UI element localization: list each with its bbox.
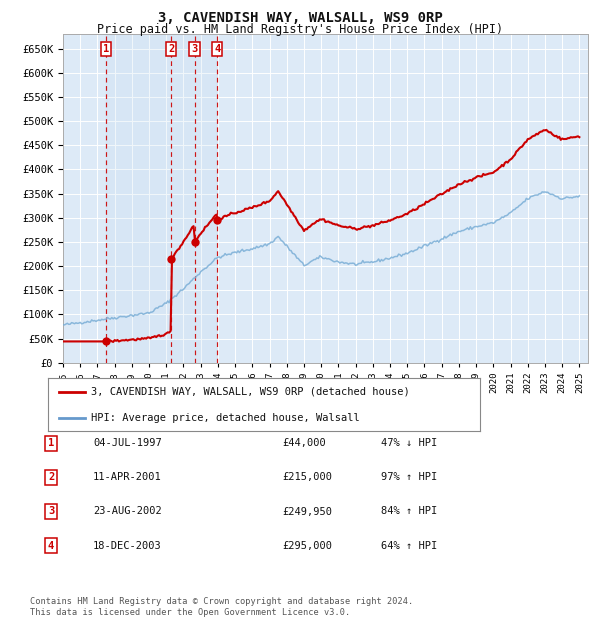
Text: £215,000: £215,000 xyxy=(282,472,332,482)
Text: 3, CAVENDISH WAY, WALSALL, WS9 0RP: 3, CAVENDISH WAY, WALSALL, WS9 0RP xyxy=(158,11,442,25)
Text: 3, CAVENDISH WAY, WALSALL, WS9 0RP (detached house): 3, CAVENDISH WAY, WALSALL, WS9 0RP (deta… xyxy=(91,387,410,397)
Text: 4: 4 xyxy=(48,541,54,551)
Text: £44,000: £44,000 xyxy=(282,438,326,448)
Text: 04-JUL-1997: 04-JUL-1997 xyxy=(93,438,162,448)
Text: 4: 4 xyxy=(214,44,220,54)
Text: HPI: Average price, detached house, Walsall: HPI: Average price, detached house, Wals… xyxy=(91,414,360,423)
Text: £249,950: £249,950 xyxy=(282,507,332,516)
Text: 47% ↓ HPI: 47% ↓ HPI xyxy=(381,438,437,448)
Text: £295,000: £295,000 xyxy=(282,541,332,551)
Text: 2: 2 xyxy=(48,472,54,482)
Text: 11-APR-2001: 11-APR-2001 xyxy=(93,472,162,482)
Text: 64% ↑ HPI: 64% ↑ HPI xyxy=(381,541,437,551)
Text: Price paid vs. HM Land Registry's House Price Index (HPI): Price paid vs. HM Land Registry's House … xyxy=(97,23,503,36)
Text: 23-AUG-2002: 23-AUG-2002 xyxy=(93,507,162,516)
Text: 84% ↑ HPI: 84% ↑ HPI xyxy=(381,507,437,516)
Text: 97% ↑ HPI: 97% ↑ HPI xyxy=(381,472,437,482)
Text: 3: 3 xyxy=(191,44,197,54)
Text: 3: 3 xyxy=(48,507,54,516)
Bar xyxy=(106,34,217,363)
Text: 1: 1 xyxy=(103,44,109,54)
Text: 2: 2 xyxy=(168,44,174,54)
Text: 1: 1 xyxy=(48,438,54,448)
Text: 18-DEC-2003: 18-DEC-2003 xyxy=(93,541,162,551)
Text: Contains HM Land Registry data © Crown copyright and database right 2024.
This d: Contains HM Land Registry data © Crown c… xyxy=(30,598,413,617)
